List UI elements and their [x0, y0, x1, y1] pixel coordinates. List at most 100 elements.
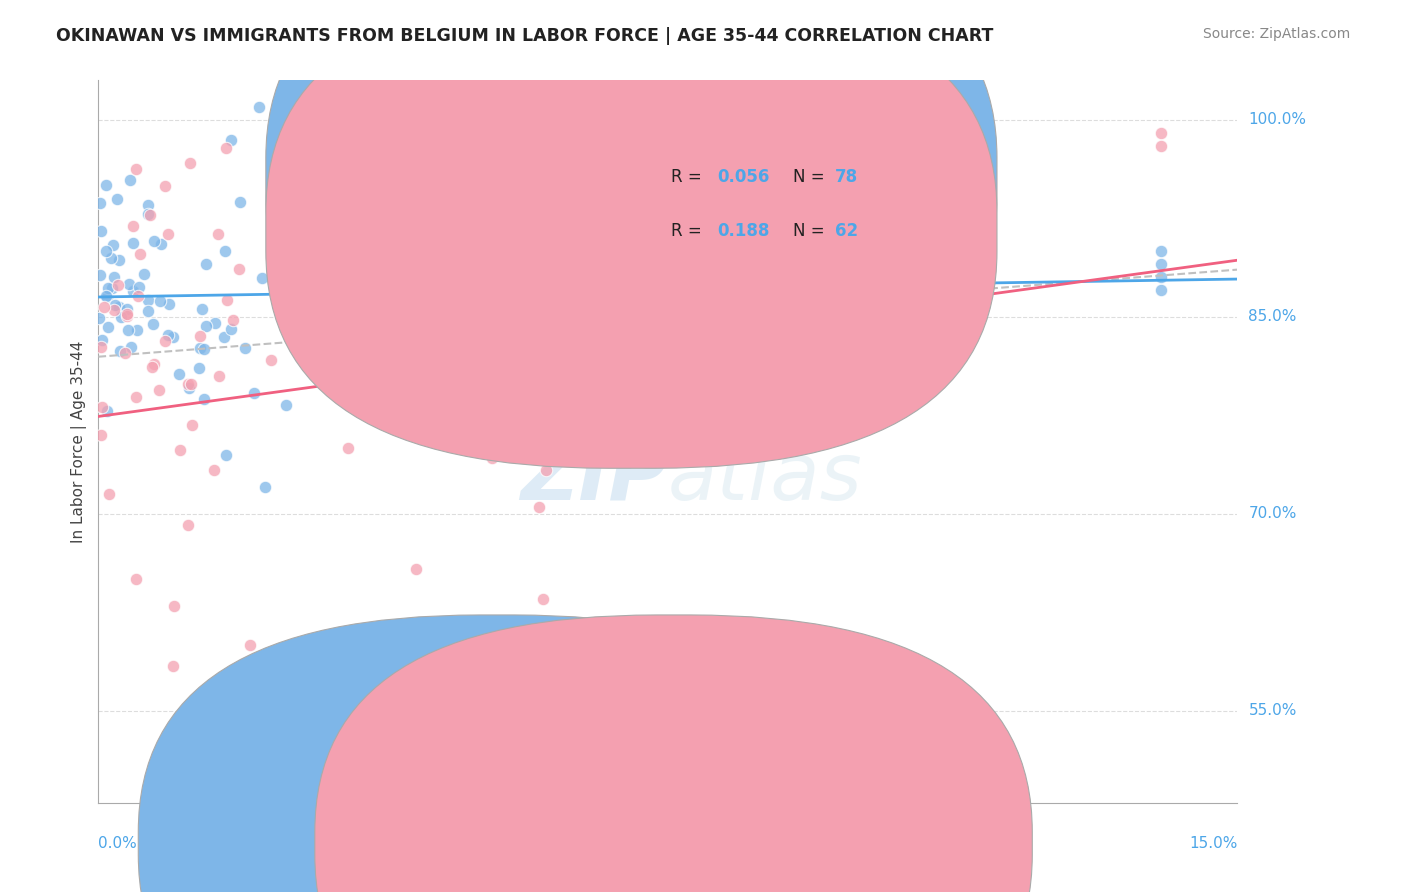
Point	[202, 463, 225, 477]
Point	[336, 441, 359, 455]
FancyBboxPatch shape	[315, 615, 1032, 892]
Point	[114, 346, 136, 360]
Point	[180, 418, 202, 433]
Point	[228, 262, 250, 277]
Point	[149, 294, 172, 309]
Point	[531, 591, 554, 606]
Point	[214, 244, 236, 259]
Text: 62: 62	[835, 222, 859, 240]
Point	[179, 155, 201, 169]
Point	[179, 381, 201, 395]
Point	[124, 161, 146, 176]
Point	[141, 359, 163, 374]
Point	[136, 304, 159, 318]
Text: atlas: atlas	[668, 439, 863, 516]
Point	[153, 334, 176, 349]
Text: Okinawans: Okinawans	[522, 836, 606, 851]
Point	[136, 198, 159, 212]
Point	[91, 333, 114, 347]
Point	[443, 425, 465, 440]
Point	[235, 341, 257, 355]
Point	[169, 443, 191, 458]
Point	[180, 377, 202, 392]
Point	[96, 404, 118, 418]
Point	[89, 268, 111, 282]
Point	[194, 318, 217, 333]
Point	[1150, 284, 1173, 298]
Point	[100, 251, 122, 265]
Point	[108, 343, 131, 358]
Point	[136, 207, 159, 221]
Point	[125, 573, 148, 587]
Text: 15.0%: 15.0%	[1189, 836, 1237, 851]
Point	[191, 301, 214, 316]
Point	[103, 303, 125, 318]
Point	[277, 236, 299, 251]
Point	[299, 346, 322, 360]
Point	[305, 273, 328, 287]
Point	[120, 340, 142, 354]
Point	[375, 319, 398, 334]
Point	[278, 303, 301, 318]
Point	[214, 141, 236, 155]
Point	[496, 293, 519, 308]
Text: 100.0%: 100.0%	[1249, 112, 1306, 128]
Point	[254, 480, 277, 494]
Point	[107, 252, 129, 267]
Point	[143, 234, 166, 248]
Text: R =: R =	[671, 222, 707, 240]
Text: 55.0%: 55.0%	[1249, 704, 1296, 718]
Point	[1150, 257, 1173, 271]
Y-axis label: In Labor Force | Age 35-44: In Labor Force | Age 35-44	[72, 341, 87, 542]
Point	[156, 327, 179, 342]
Point	[252, 271, 274, 285]
Text: ZIP: ZIP	[520, 439, 668, 516]
Point	[530, 638, 553, 652]
Text: 78: 78	[835, 168, 859, 186]
Point	[148, 384, 170, 398]
Text: N =: N =	[793, 222, 830, 240]
Point	[194, 257, 217, 271]
Point	[107, 277, 129, 292]
Point	[342, 318, 364, 333]
Point	[193, 342, 215, 356]
Point	[1150, 270, 1173, 285]
Point	[162, 329, 184, 343]
Point	[292, 319, 315, 334]
Point	[186, 714, 208, 729]
Point	[239, 638, 262, 652]
Point	[405, 562, 427, 576]
Point	[115, 310, 138, 324]
Point	[285, 657, 308, 672]
FancyBboxPatch shape	[138, 615, 856, 892]
Point	[1150, 244, 1173, 258]
Point	[402, 223, 425, 237]
Point	[212, 330, 235, 344]
Point	[177, 518, 200, 533]
Text: N =: N =	[793, 168, 830, 186]
Point	[120, 173, 142, 187]
Point	[153, 179, 176, 194]
Point	[138, 208, 160, 222]
Point	[219, 133, 242, 147]
Point	[188, 341, 211, 355]
Point	[134, 267, 156, 281]
Point	[143, 357, 166, 371]
Text: OKINAWAN VS IMMIGRANTS FROM BELGIUM IN LABOR FORCE | AGE 35-44 CORRELATION CHART: OKINAWAN VS IMMIGRANTS FROM BELGIUM IN L…	[56, 27, 994, 45]
Point	[353, 394, 375, 409]
Point	[136, 293, 159, 307]
Point	[89, 196, 111, 211]
Text: 0.056: 0.056	[717, 168, 769, 186]
Point	[247, 99, 270, 113]
Text: 0.0%: 0.0%	[98, 836, 138, 851]
Point	[169, 367, 191, 381]
Point	[243, 386, 266, 401]
Point	[101, 238, 124, 252]
Point	[117, 307, 139, 321]
Point	[110, 310, 132, 324]
Text: 0.188: 0.188	[717, 222, 769, 240]
Text: R =: R =	[671, 168, 707, 186]
Point	[115, 301, 138, 316]
Point	[122, 284, 145, 298]
Point	[121, 236, 143, 251]
